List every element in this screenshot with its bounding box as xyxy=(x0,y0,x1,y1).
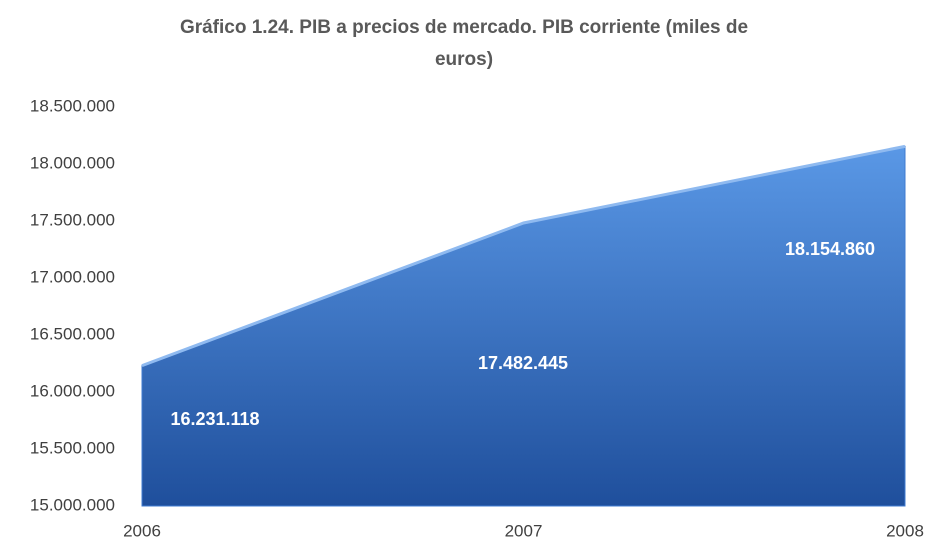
value-label: 17.482.445 xyxy=(478,353,568,373)
y-tick-label: 16.000.000 xyxy=(30,381,115,400)
area-edge xyxy=(141,144,906,368)
value-label: 16.231.118 xyxy=(170,409,259,429)
x-tick-label: 2006 xyxy=(123,521,161,540)
y-tick-label: 18.500.000 xyxy=(30,96,115,115)
y-tick-label: 15.000.000 xyxy=(30,495,115,514)
chart-title: Gráfico 1.24. PIB a precios de mercado. … xyxy=(179,17,749,70)
x-tick-label: 2007 xyxy=(505,521,543,540)
y-tick-label: 17.000.000 xyxy=(30,267,115,286)
y-tick-label: 15.500.000 xyxy=(30,438,115,457)
area xyxy=(141,145,906,507)
y-tick-label: 17.500.000 xyxy=(30,210,115,229)
y-tick-label: 18.000.000 xyxy=(30,153,115,172)
x-tick-label: 2008 xyxy=(886,521,924,540)
y-tick-label: 16.500.000 xyxy=(30,324,115,343)
value-label: 18.154.860 xyxy=(785,239,875,259)
